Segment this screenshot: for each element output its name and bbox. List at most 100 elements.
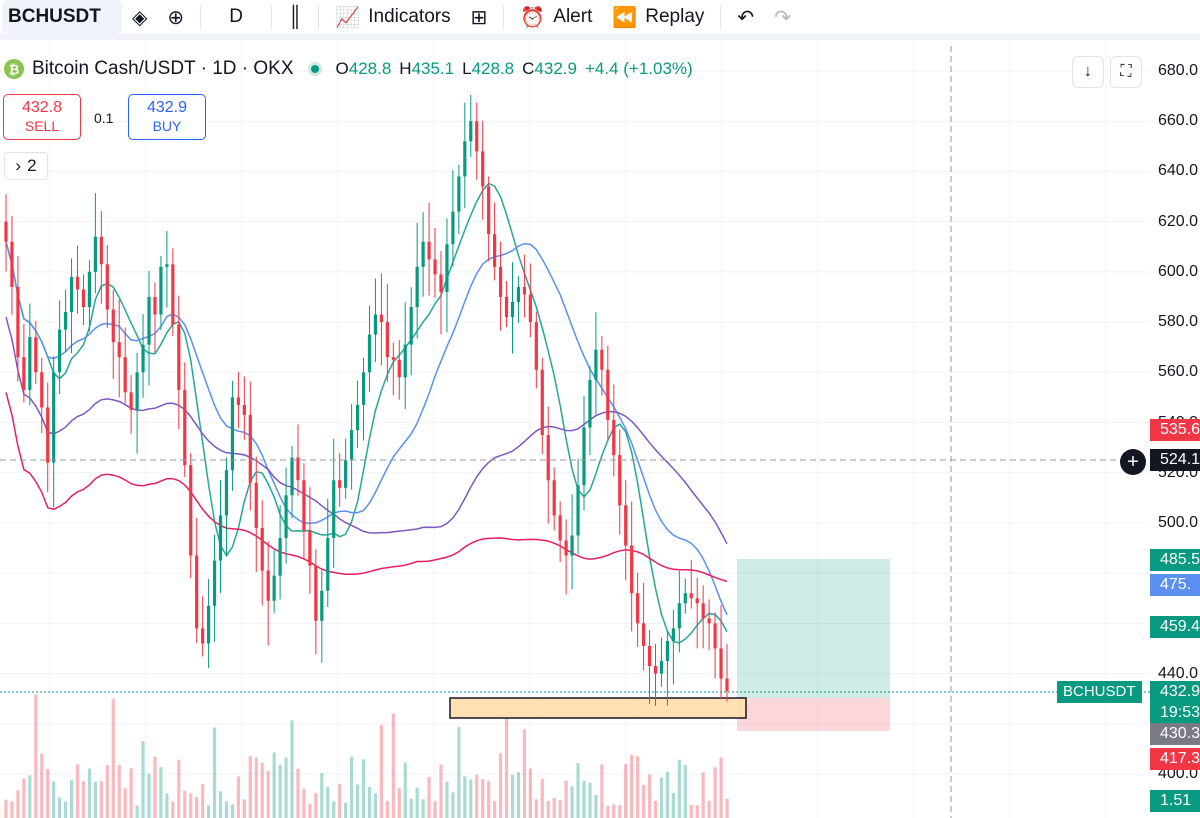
volume-bar <box>379 724 383 818</box>
candle-body <box>52 372 56 463</box>
candle-body <box>350 430 354 461</box>
candle-body <box>22 357 26 390</box>
close-value: 432.9 <box>534 59 577 78</box>
download-button[interactable]: ↓ <box>1072 56 1104 88</box>
candle-body <box>552 480 556 516</box>
low-value: 428.8 <box>471 59 515 78</box>
indicators-button[interactable]: 📈 Indicators <box>325 0 460 34</box>
sell-button[interactable]: 432.8 SELL <box>3 94 81 140</box>
volume-bar <box>504 699 509 818</box>
plus-circle-icon: ⊕ <box>167 6 185 29</box>
ma-slow-line <box>5 316 728 545</box>
buy-button[interactable]: 432.9 BUY <box>128 94 206 140</box>
buy-label: BUY <box>152 118 182 134</box>
ma-mid-line <box>5 241 728 616</box>
candle-body <box>326 537 330 591</box>
candle-body <box>224 470 229 516</box>
candle-body <box>201 628 205 644</box>
chart-type-button[interactable]: ║ <box>278 0 312 34</box>
indicators-label: Indicators <box>368 6 451 27</box>
candle-body <box>242 404 246 415</box>
stop-price-tag: 417.3 <box>1150 748 1200 770</box>
volume-bar <box>236 776 240 818</box>
legend-title[interactable]: Bitcoin Cash/USDT · 1D · OKX <box>32 58 294 79</box>
candle-body <box>409 307 413 345</box>
collapse-indicators-button[interactable]: › 2 <box>4 152 48 180</box>
volume-bar <box>230 804 235 818</box>
high-key: H <box>399 59 412 78</box>
candle-body <box>504 296 509 318</box>
candle-body <box>653 666 658 674</box>
volume-bar <box>391 713 395 818</box>
volume-bar <box>612 804 616 818</box>
price-chart[interactable] <box>0 46 1200 818</box>
volume-bar <box>570 786 574 818</box>
candle-body <box>391 357 395 360</box>
replay-button[interactable]: ⏪ Replay <box>602 0 714 34</box>
take-profit-zone[interactable] <box>737 559 890 698</box>
candle-body <box>647 645 652 667</box>
volume-bars <box>4 694 729 818</box>
volume-bar <box>129 768 133 818</box>
symbol-search-button[interactable]: BCHUSDT <box>2 0 122 34</box>
layouts-button[interactable]: ⊞ <box>461 0 498 34</box>
candle-body <box>278 537 282 576</box>
sell-label: SELL <box>24 118 60 134</box>
redo-icon: ↷ <box>774 6 791 29</box>
candle-body <box>475 121 479 152</box>
crosshair-plus-icon[interactable]: + <box>1120 449 1146 475</box>
candle-body <box>4 221 8 242</box>
grid-icon: ⊞ <box>470 6 488 29</box>
current-price-tag: 432.9 <box>1150 681 1200 703</box>
volume-bar <box>63 801 68 818</box>
timeframe-button[interactable]: D <box>229 6 244 27</box>
volume-bar <box>46 769 50 818</box>
buy-price: 432.9 <box>146 99 188 116</box>
toolbar-divider <box>271 5 273 29</box>
volume-bar <box>367 787 372 818</box>
candle-body <box>481 151 485 187</box>
volume-bar <box>141 741 145 818</box>
candle-body <box>40 372 44 408</box>
volume-bar <box>641 784 646 818</box>
volume-bar <box>201 783 205 818</box>
moving-average-lines <box>5 182 728 644</box>
open-key: O <box>335 59 349 78</box>
volume-bar <box>284 757 288 818</box>
volume-bar <box>582 780 586 818</box>
candle-body <box>123 357 127 393</box>
add-symbol-button[interactable]: ⊕ <box>157 0 194 34</box>
volume-bar <box>385 801 389 818</box>
candle-body <box>487 186 491 235</box>
support-zone[interactable] <box>449 697 747 719</box>
volume-bar <box>308 804 312 818</box>
candle-body <box>183 389 187 466</box>
market-open-icon <box>307 62 322 76</box>
volume-bar <box>463 776 467 818</box>
candle-body <box>367 334 372 373</box>
volume-bar <box>195 796 199 818</box>
undo-button[interactable]: ↶ <box>727 0 764 34</box>
candle-body <box>171 264 175 325</box>
volume-bar <box>177 759 181 818</box>
volume-bar <box>576 763 580 818</box>
candle-body <box>46 407 50 463</box>
compare-button[interactable]: ◈ <box>122 0 157 34</box>
volume-bar <box>254 757 258 818</box>
redo-button[interactable]: ↷ <box>764 0 801 34</box>
fullscreen-button[interactable]: ⛶ <box>1110 56 1142 88</box>
volume-bar <box>361 759 366 818</box>
volume-bar <box>725 798 729 818</box>
stop-loss-zone[interactable] <box>737 698 890 731</box>
volume-bar <box>350 756 354 818</box>
volume-bar <box>344 802 348 818</box>
candle-body <box>10 241 14 287</box>
candle-body <box>457 176 461 212</box>
volume-bar <box>22 778 26 818</box>
volume-bar <box>314 793 318 818</box>
volume-bar <box>183 790 187 818</box>
candle-body <box>58 329 62 373</box>
volume-bar <box>75 764 80 818</box>
alert-button[interactable]: ⏰ Alert <box>510 0 602 34</box>
